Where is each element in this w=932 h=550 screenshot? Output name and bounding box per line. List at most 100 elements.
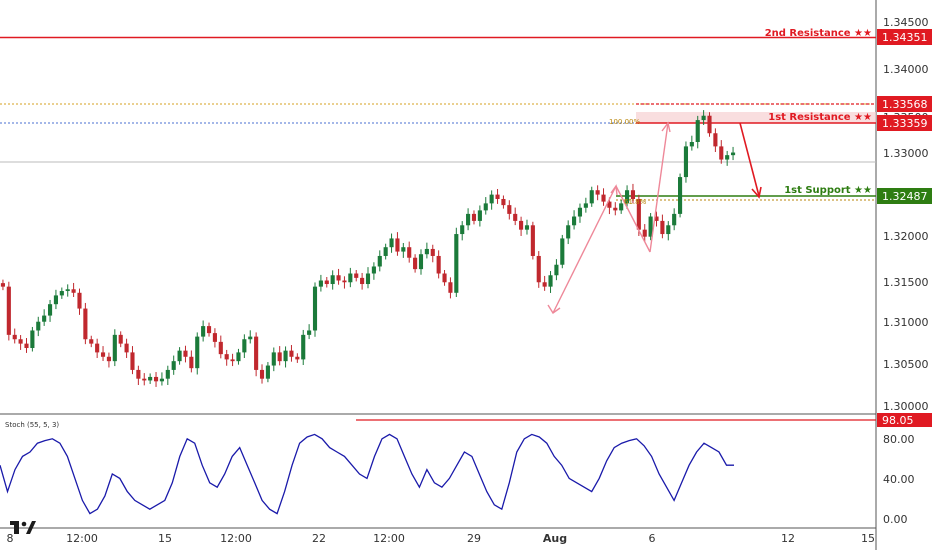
time-tick: 12 [781,532,795,545]
time-tick: 12:00 [373,532,405,545]
candle-body [254,336,259,370]
time-axis: 8 12:00 15 12:00 22 12:00 29 Aug 6 12 15 [7,532,876,545]
pattern-arrows [547,121,671,315]
time-tick: 29 [467,532,481,545]
candle-body [471,213,477,221]
candle-body [89,339,94,344]
candle-body [336,275,341,281]
candle-body [42,315,47,322]
stoch-tick: 0.00 [883,513,908,526]
candle-body [607,201,612,208]
candle-body [118,334,123,344]
time-tick: Aug [543,532,567,545]
candle-body [695,120,700,143]
candle-body [407,247,412,258]
candle-body [548,275,553,287]
candle-body [201,326,206,337]
candle-body [583,203,588,208]
candle-body [577,207,583,217]
candle-body [230,359,235,362]
candle-body [301,334,306,360]
candle-body [289,350,294,357]
candle-body [519,220,524,230]
candle-body [442,273,447,283]
candle-body [507,205,512,214]
candle-body [678,177,683,214]
candle-body [318,280,323,287]
candle-body [47,304,53,316]
price-tick: 1.30500 [883,358,929,371]
price-tick: 1.32000 [883,230,929,243]
first-resistance-price-box [877,115,932,131]
candle-body [307,330,312,335]
candle-body [730,152,736,156]
candle-body [124,343,129,353]
candle-body [171,361,176,370]
candle-body [148,376,153,381]
stoch-axis: 80.00 40.00 0.00 [883,433,915,526]
candle-body [619,203,624,211]
candle-body [660,220,665,235]
candle-body [95,343,100,353]
candle-body [666,225,671,235]
candle-body [636,198,641,230]
price-tick: 1.31000 [883,316,929,329]
second-resistance-price: 1.34351 [882,31,928,44]
candle-body [460,225,465,235]
stoch-value: 98.05 [882,414,914,427]
candle-body [725,155,730,160]
candle-body [642,229,647,237]
candle-body [259,369,265,379]
candle-body [418,254,424,270]
time-tick: 15 [158,532,172,545]
price-tick: 1.34500 [883,16,929,29]
first-support-price-box [877,188,932,204]
candle-body [195,336,200,369]
level-2-price: 1.33568 [882,98,928,111]
second-resistance-price-box [877,29,932,45]
candle-body [236,352,241,362]
candle-body [218,341,223,355]
candle-body [265,365,270,379]
candle-body [424,248,429,255]
candle-body [153,376,159,382]
first-resistance-price: 1.33359 [882,117,928,130]
candle-body [713,133,718,147]
candle-body [106,356,111,362]
candle-body [701,115,706,121]
candle-body [130,352,135,370]
first-support-price: 1.32487 [882,190,928,203]
candle-body [24,343,29,349]
fib-618-label: 61.8% [624,198,647,206]
candle-body [354,273,359,278]
candle-body [142,378,147,381]
candle-body [65,289,70,292]
candle-body [295,356,300,360]
candle-body [224,354,229,360]
candle-body [177,350,182,362]
candle-body [672,213,677,226]
candlestick-series [0,110,736,387]
candle-body [0,283,6,287]
candle-body [112,334,117,362]
candle-body [566,225,571,239]
candle-body [524,225,530,230]
projection-arrow [739,122,762,199]
candle-body [242,339,247,353]
first-resistance-label: 1st Resistance ★★ [768,112,872,123]
candle-body [625,190,630,204]
candle-body [212,333,217,342]
candle-body [430,248,435,256]
candle-body [489,194,494,204]
candle-body [248,336,253,340]
time-tick: 12:00 [66,532,98,545]
time-tick: 22 [312,532,326,545]
stoch-title: Stoch (55, 5, 3) [5,421,60,429]
price-tick: 1.33000 [883,147,929,160]
candle-body [401,247,406,252]
candle-body [436,255,441,274]
candle-body [83,308,88,340]
tradingview-logo-icon [10,521,36,534]
time-tick: 6 [649,532,656,545]
